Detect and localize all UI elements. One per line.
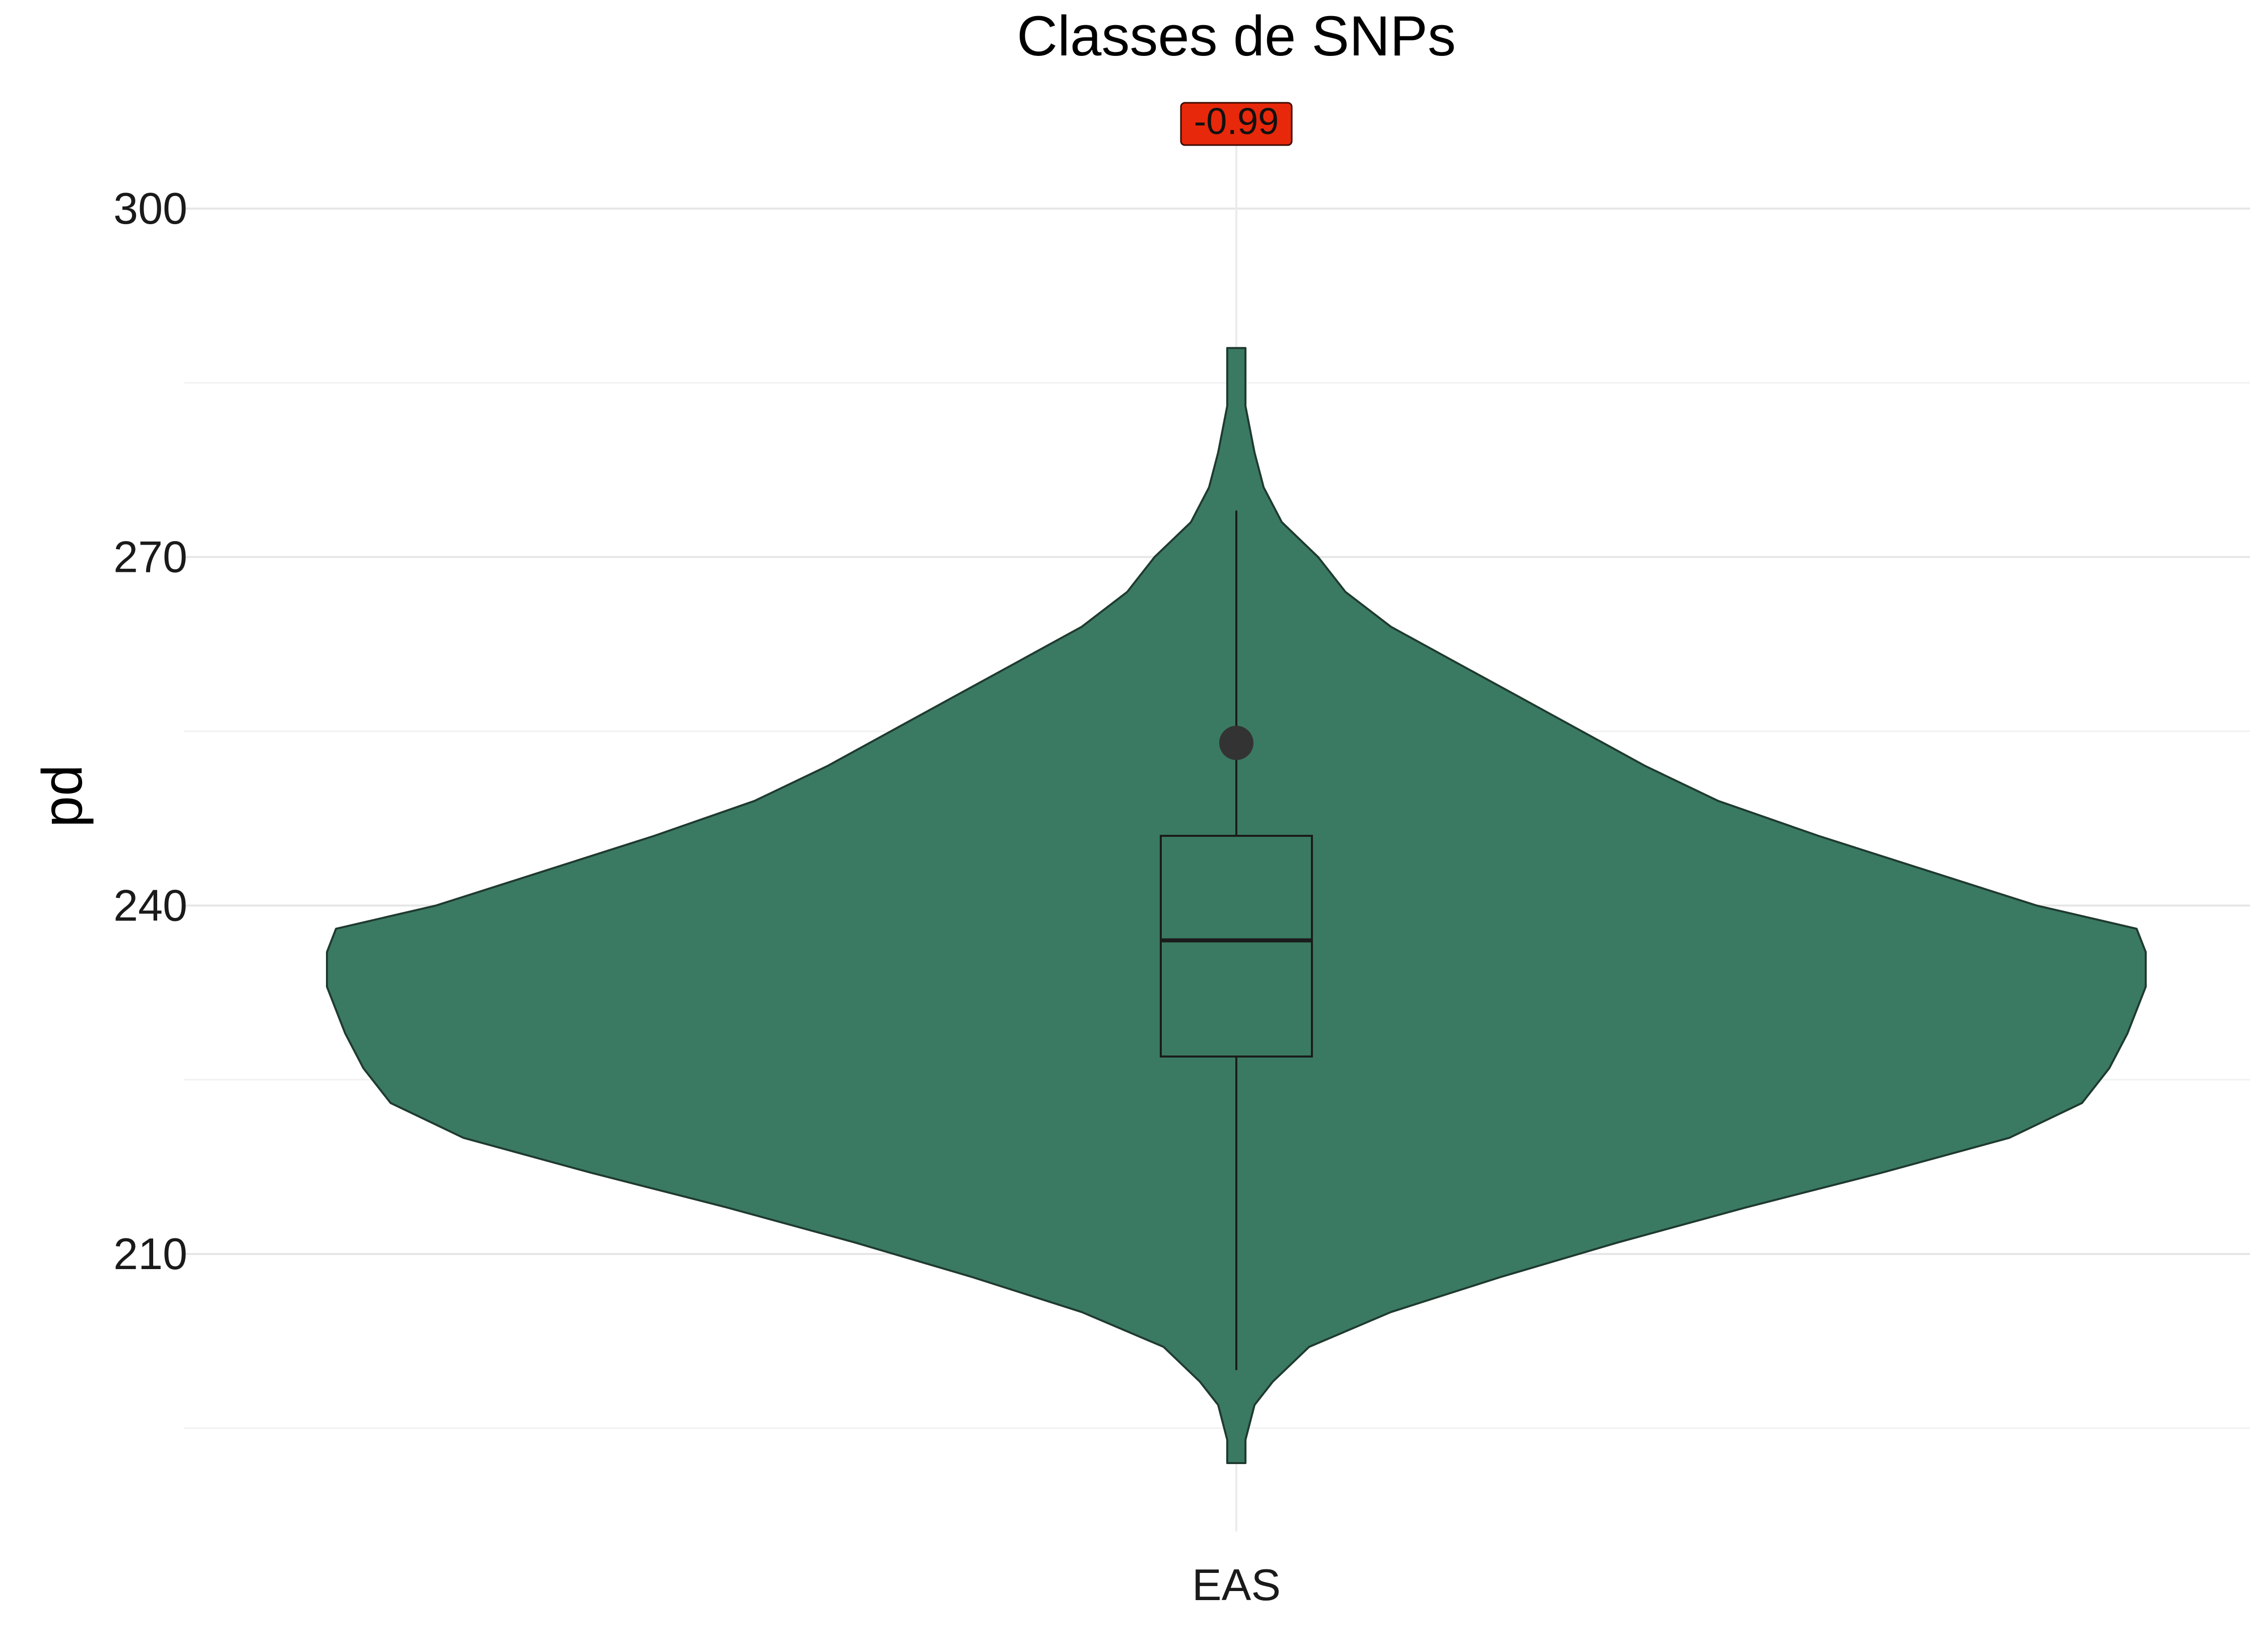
annotation-badge: -0.99 [1180,100,1293,146]
y-tick-label: 240 [113,880,187,930]
annotation-badge-box [1180,102,1293,146]
annotation-badge-text: -0.99 [1194,100,1279,142]
y-tick-label: 270 [113,532,187,582]
chart-title: Classes de SNPs [1017,5,1455,68]
x-tick-label: EAS [1192,1560,1281,1610]
plot-marks [326,347,2147,1464]
box-iqr [1160,835,1313,1058]
y-tick-label: 210 [113,1229,187,1279]
y-tick-label: 300 [113,183,187,233]
outlier-point [1219,725,1253,760]
y-axis-label: pd [31,765,94,828]
x-axis-ticks: EAS [1192,1560,1281,1610]
y-axis-ticks: 210 240 270 300 [113,183,187,1279]
